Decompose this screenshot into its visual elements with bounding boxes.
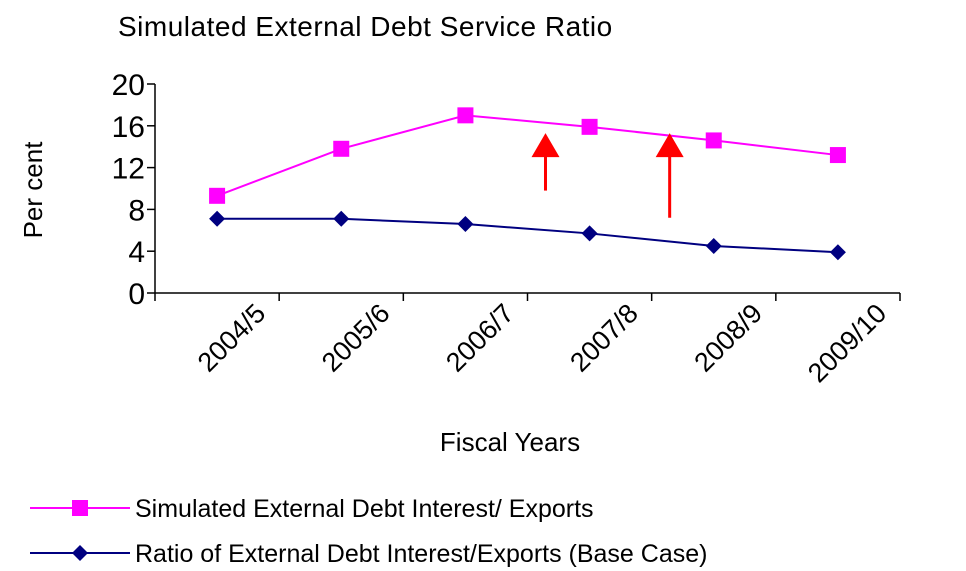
y-axis-label: Per cent [18,141,48,239]
legend: Simulated External Debt Interest/ Export… [30,495,707,568]
series-layer [209,107,846,261]
data-point-square [209,187,226,204]
x-tick-label: 2006/7 [440,298,520,378]
data-point-square [457,107,474,124]
data-point-square [581,118,598,135]
data-point-square [829,147,846,164]
arrow-head [531,133,560,158]
x-axis-label: Fiscal Years [440,427,580,457]
x-tick-label: 2009/10 [802,298,892,388]
series-2 [209,210,846,261]
series-line [217,217,838,254]
data-point-diamond [829,244,846,261]
y-tick-label: 4 [128,236,145,269]
annotation-arrow-1 [531,133,560,191]
data-point-diamond [705,237,722,254]
legend-item-2: Ratio of External Debt Interest/Exports … [30,540,707,568]
x-ticks: 2004/5 2005/6 2006/7 2007/8 2008/9 2009/10 [154,293,901,388]
y-tick-label: 20 [112,69,145,102]
data-point-square [72,500,88,516]
y-ticks: 0 4 8 12 16 20 [112,69,155,311]
y-tick-label: 0 [128,278,145,311]
x-tick-label: 2005/6 [316,298,396,378]
plot-area: 0 4 8 12 16 20 2004/5 2005/6 2006/7 2007/8 2008/9… [112,69,901,388]
x-tick-label: 2008/9 [688,298,768,378]
y-tick-label: 16 [112,111,145,144]
x-tick-label: 2007/8 [564,298,644,378]
arrow-head [655,133,684,158]
data-point-square [705,132,722,149]
data-point-diamond [457,216,474,233]
data-point-diamond [209,210,226,227]
series-line [216,114,839,197]
y-tick-label: 8 [128,194,145,227]
data-point-square [333,140,350,157]
legend-label: Simulated External Debt Interest/ Export… [135,495,594,523]
data-point-diamond [72,545,88,561]
y-tick-label: 12 [112,153,145,186]
chart-title: Simulated External Debt Service Ratio [118,11,613,42]
annotation-layer [531,133,684,218]
legend-item-1: Simulated External Debt Interest/ Export… [30,495,594,523]
data-point-diamond [581,225,598,242]
legend-label: Ratio of External Debt Interest/Exports … [135,540,707,568]
x-tick-label: 2004/5 [192,298,272,378]
data-point-diamond [333,210,350,227]
annotation-arrow-2 [655,133,684,218]
series-1 [209,107,846,204]
